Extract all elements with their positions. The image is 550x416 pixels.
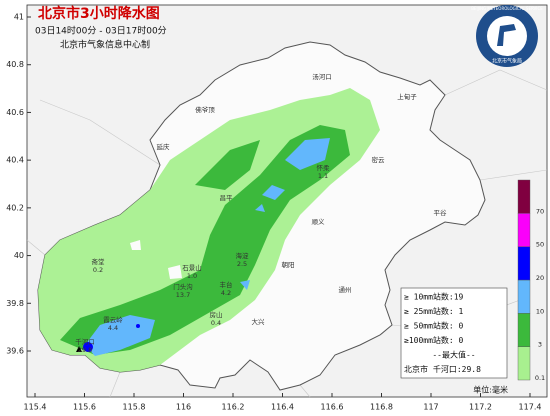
stats-line: ≥ 10mm站数:19 — [404, 292, 464, 302]
y-tick-label: 40.8 — [6, 60, 24, 69]
rain-area-blue — [285, 138, 330, 170]
place-value: 2.5 — [237, 260, 247, 268]
logo-mark — [497, 24, 516, 46]
stats-line: ≥ 25mm站数: 1 — [404, 306, 464, 316]
place-value: 29.8 — [78, 346, 92, 354]
x-tick-label: 116 — [176, 403, 191, 412]
y-tick-label: 40.6 — [6, 108, 24, 117]
map-period: 03日14时00分 - 03日17时00分 — [35, 25, 167, 37]
legend-label: 70 — [536, 207, 544, 215]
rain-area-green — [60, 125, 350, 355]
max-station-marker — [76, 346, 82, 352]
place-name: 延庆 — [157, 142, 171, 151]
stats-line: ≥ 50mm站数: 0 — [404, 321, 464, 331]
place-name: 怀柔 — [317, 163, 331, 172]
axes: 115.4 115.6 115.8 116 116.2 116.4 116.6 116.8 11… — [6, 13, 541, 412]
x-tick-label: 116.6 — [321, 403, 344, 412]
place-name: 门头沟 — [173, 282, 193, 291]
x-tick-label: 117 — [423, 403, 438, 412]
logo-name: 北京市气象局 — [492, 58, 522, 65]
place-name: 顺义 — [312, 218, 326, 226]
place-value: 0.2 — [93, 266, 103, 274]
legend-swatch — [517, 313, 531, 347]
x-tick-label: 117.2 — [469, 403, 492, 412]
place-name: 佛爷顶 — [195, 105, 215, 114]
legend-swatch — [517, 179, 531, 214]
y-tick-label: 40 — [14, 251, 24, 260]
stats-line: --最大值-- — [432, 350, 475, 360]
place-name: 丰台 — [220, 280, 233, 289]
rain-area-darkblue — [83, 342, 93, 352]
logo: BEIJING METEOROLOGICAL SERVICE 北京市气象局 — [471, 5, 543, 67]
logo-inner — [487, 16, 527, 56]
map-title: 北京市3小时降水图 — [38, 5, 160, 22]
place-name: 斋堂 — [92, 257, 106, 266]
place-name: 石景山 — [182, 263, 202, 272]
place-name: 汤河口 — [312, 72, 332, 81]
place-value: 1.0 — [187, 272, 197, 280]
legend-label: 10 — [536, 307, 544, 315]
x-tick-label: 117.4 — [519, 403, 542, 412]
place-name: 房山 — [210, 310, 223, 319]
y-tick-label: 39.8 — [6, 299, 24, 308]
legend-swatch — [517, 346, 531, 381]
place-name: 海淀 — [236, 251, 250, 260]
stats-line: ≥100mm站数: 0 — [404, 335, 464, 345]
place-name: 上甸子 — [397, 92, 417, 101]
place-name: 平谷 — [434, 208, 448, 217]
map-producer: 北京市气象信息中心制 — [60, 39, 150, 51]
place-value: 0.4 — [211, 319, 221, 327]
y-tick-label: 41 — [14, 13, 24, 22]
x-tick-label: 115.6 — [73, 403, 96, 412]
x-tick-label: 116.2 — [222, 403, 245, 412]
place-value: 4.4 — [108, 324, 118, 332]
legend-label: 0.1 — [535, 374, 545, 382]
place-value: 1.1 — [318, 172, 328, 180]
y-tick-label: 40.4 — [6, 156, 24, 165]
color-legend: 0.1 3 10 20 50 70 — [517, 179, 545, 382]
legend-swatch — [517, 279, 531, 314]
x-tick-label: 115.8 — [123, 403, 146, 412]
place-name: 千河口 — [75, 337, 95, 346]
y-tick-label: 39.6 — [6, 347, 24, 356]
legend-swatch — [517, 213, 531, 247]
legend-label: 20 — [536, 274, 544, 282]
place-name: 大兴 — [252, 317, 266, 326]
x-tick-label: 115.4 — [24, 403, 47, 412]
legend-swatch — [517, 246, 531, 281]
place-value: 13.7 — [176, 291, 190, 299]
dry-patch — [130, 240, 182, 279]
x-tick-label: 116.8 — [370, 403, 393, 412]
place-name: 密云 — [372, 155, 386, 164]
legend-label: 50 — [536, 241, 544, 249]
stats-lines: ≥ 10mm站数:19 ≥ 25mm站数: 1 ≥ 50mm站数: 0 ≥100mm站… — [404, 292, 481, 375]
place-name: 通州 — [339, 285, 352, 294]
legend-unit: 单位:毫米 — [473, 385, 508, 395]
y-tick-label: 40.2 — [6, 203, 24, 212]
stats-box — [400, 287, 508, 379]
place-name: 朝阳 — [282, 260, 295, 269]
place-name: 霞云岭 — [103, 315, 123, 324]
x-tick-label: 116.4 — [271, 403, 294, 412]
stats-line: 北京市 千河口:29.8 — [404, 364, 481, 374]
place-value: 4.2 — [221, 289, 231, 297]
rain-area-darkblue — [136, 324, 140, 328]
logo-ring-text: BEIJING METEOROLOGICAL SERVICE — [471, 6, 543, 11]
rain-area-green — [195, 140, 260, 190]
legend-label: 3 — [538, 341, 542, 349]
place-name: 昌平 — [220, 194, 234, 202]
rain-area-blue — [240, 185, 285, 290]
